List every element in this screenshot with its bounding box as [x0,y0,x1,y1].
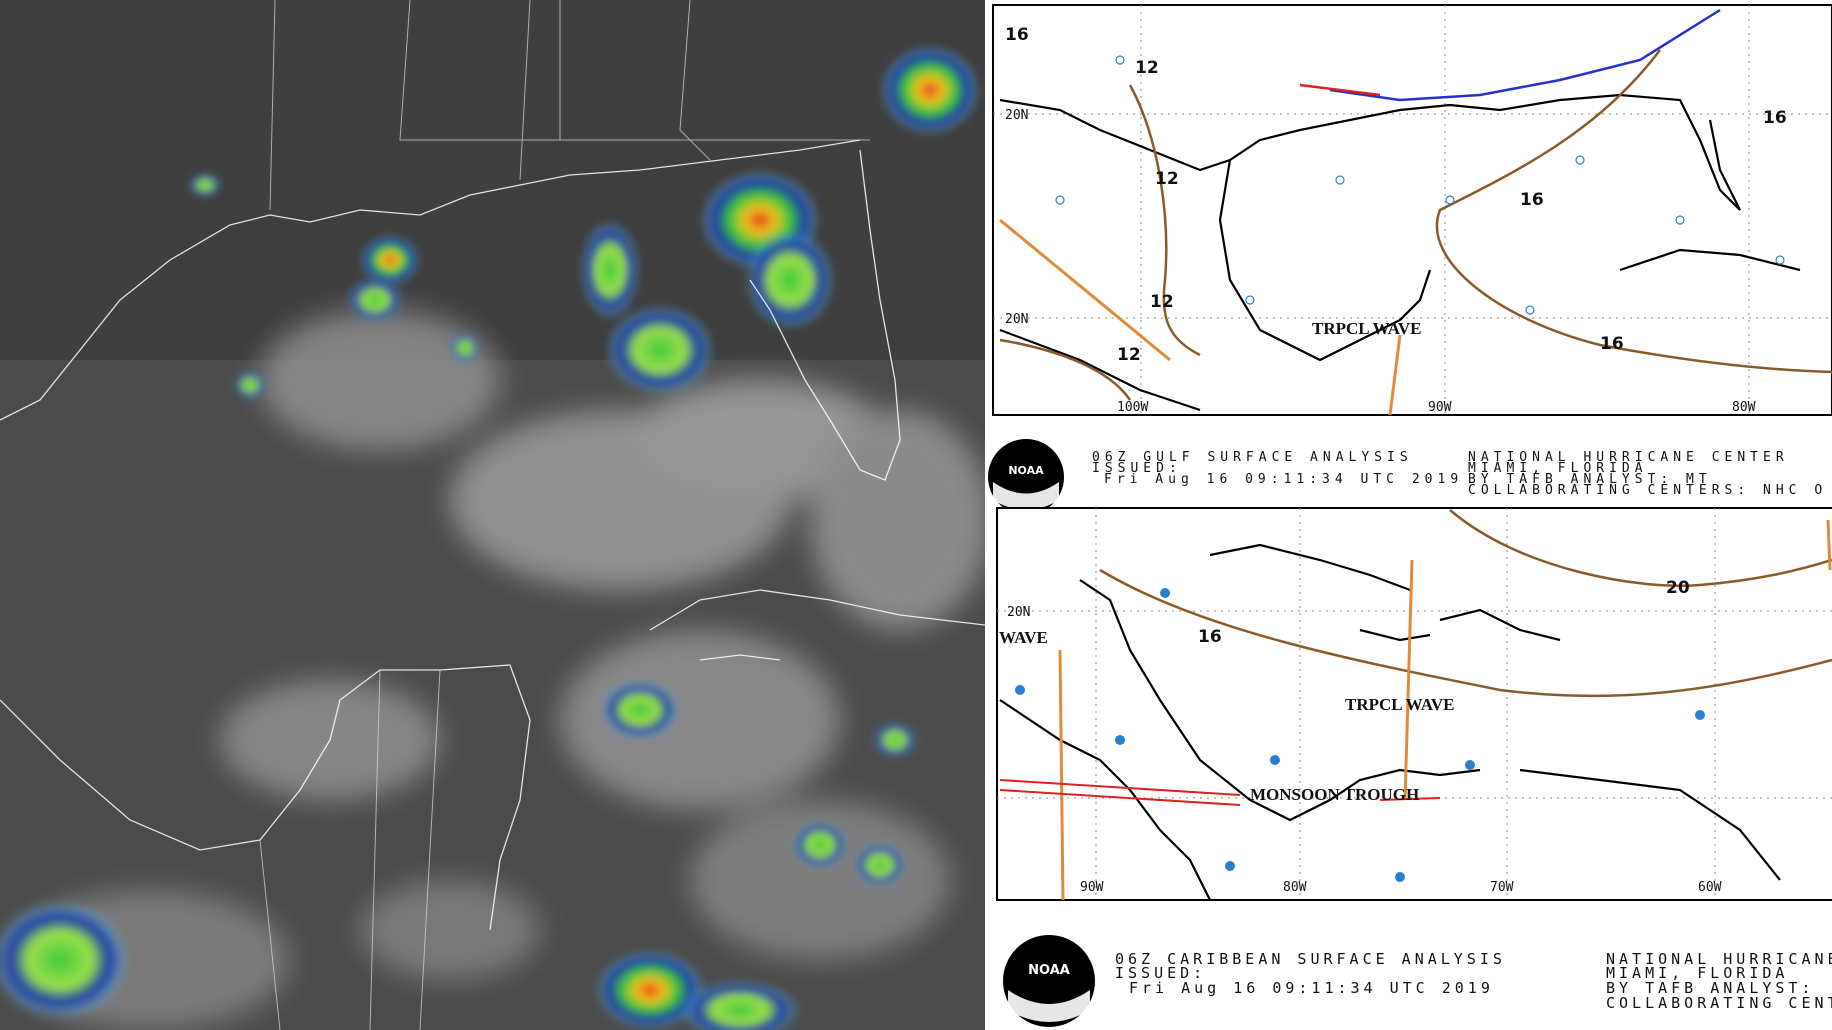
isobar-label: 12 [1155,169,1179,189]
lon-label: 90W [1080,880,1104,895]
caption-city: MIAMI, FLORIDA [1468,461,1648,476]
caption-title: 06Z GULF SURFACE ANALYSIS [1092,450,1413,465]
isobar-label: 12 [1117,345,1141,365]
isobar-label: 16 [1520,190,1544,210]
feature-label: TRPCL WAVE [1312,319,1421,338]
caption-center: NATIONAL HURRICANE [1606,950,1832,968]
isobar-label: 16 [1198,627,1222,647]
caption-issued: ISSUED: [1092,461,1182,476]
feature-label: MONSOON TROUGH [1250,785,1419,804]
borders [259,0,870,1030]
caption-title: 06Z CARIBBEAN SURFACE ANALYSIS [1115,950,1506,968]
lon-label: 80W [1732,400,1756,415]
lon-label: 90W [1428,400,1452,415]
caption-time: Fri Aug 16 09:11:34 UTC 2019 [1104,472,1463,487]
gulf-caption: NOAA 06Z GULF SURFACE ANALYSIS ISSUED: F… [988,439,1827,515]
isobar-label: 16 [1005,25,1029,45]
isobar-label: 20 [1666,578,1690,598]
caribbean-caption: NOAA 06Z CARIBBEAN SURFACE ANALYSIS ISSU… [1003,935,1832,1027]
caption-collab: COLLABORATING CENTERS: NHC O [1468,483,1827,498]
isobar-label: 12 [1150,292,1174,312]
feature-label: TRPCL WAVE [1345,695,1454,714]
caption-center: NATIONAL HURRICANE CENTER [1468,450,1789,465]
caption-collab: COLLABORATING CENT [1606,994,1832,1012]
isobar-label: 12 [1135,58,1159,78]
isobar-label: 16 [1600,334,1624,354]
caption-analyst: BY TAFB ANALYST: [1606,979,1815,997]
caption-issued: ISSUED: [1115,964,1206,982]
satellite-image [0,0,985,1030]
lat-label: 20N [1005,312,1028,327]
caption-analyst: BY TAFB ANALYST: MT [1468,472,1712,487]
feature-label: WAVE [999,628,1048,647]
caption-city: MIAMI, FLORIDA [1606,964,1788,982]
lat-label: 20N [1005,108,1028,123]
lon-label: 80W [1283,880,1307,895]
lon-label: 100W [1117,400,1148,415]
lon-label: 60W [1698,880,1722,895]
caption-time: Fri Aug 16 09:11:34 UTC 2019 [1129,979,1494,997]
logo-text: NOAA [1008,464,1044,477]
isobar-label: 16 [1763,108,1787,128]
logo-text: NOAA [1028,963,1070,978]
cloud-cover [10,310,985,1030]
coastlines [0,139,985,931]
lon-label: 70W [1490,880,1514,895]
caribbean-map: 16 20 TRPCL WAVE MONSOON TROUGH WAVE 20N… [996,507,1832,901]
convection [0,45,980,1030]
lat-label: 20N [1007,605,1030,620]
gulf-map: 12 12 12 12 16 16 16 16 TRPCL WAVE 20N 2… [992,4,1832,416]
